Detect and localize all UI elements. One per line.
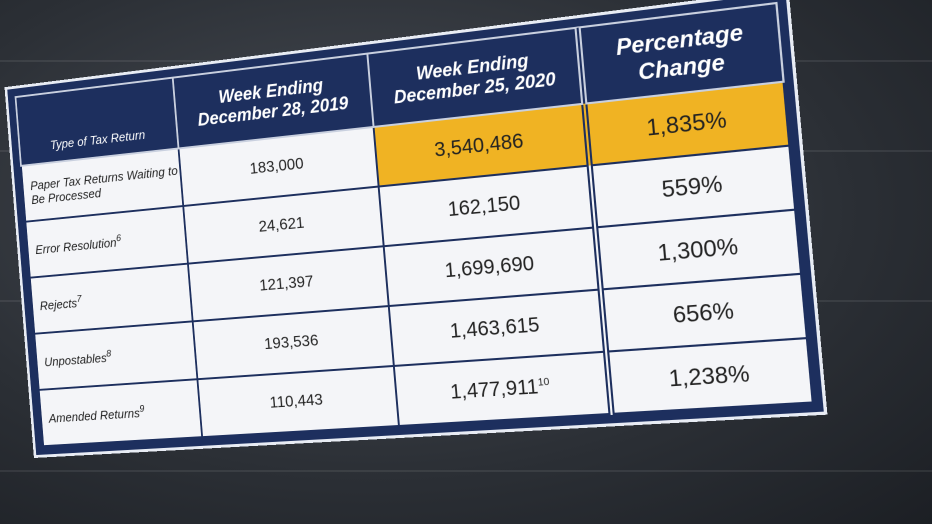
row-label: Error Resolution — [34, 234, 117, 257]
value-2020: 1,463,615 — [448, 313, 541, 343]
percentage-change: 1,238% — [667, 360, 751, 392]
cell-change: 1,238% — [606, 338, 813, 414]
row-label-cell: Amended Returns9 — [38, 379, 203, 447]
cell-2019: 110,443 — [197, 365, 399, 438]
cell-2020: 1,477,91110 — [393, 351, 612, 426]
value-2020: 3,540,486 — [433, 129, 525, 162]
percentage-change: 559% — [660, 170, 724, 203]
row-label: Amended Returns — [48, 405, 141, 426]
value-2019: 24,621 — [258, 214, 305, 236]
row-label: Paper Tax Returns Waiting to Be Processe… — [29, 163, 179, 207]
table-frame: Type of Tax Return Week Ending December 2… — [4, 0, 828, 458]
value-2019: 110,443 — [269, 391, 324, 412]
footnote-mark: 6 — [115, 233, 122, 245]
row-label: Unpostables — [43, 350, 108, 369]
table: Type of Tax Return Week Ending December 2… — [14, 1, 815, 448]
row-label-cell: Unpostables8 — [34, 321, 198, 390]
footnote-mark: 7 — [76, 293, 82, 305]
footnote-mark: 9 — [139, 403, 145, 415]
percentage-change: 1,835% — [645, 106, 728, 141]
row-label: Rejects — [39, 295, 78, 313]
value-2019: 121,397 — [258, 273, 315, 295]
percentage-change: 1,300% — [656, 232, 740, 266]
value-2020: 162,150 — [446, 191, 522, 221]
value-2019: 183,000 — [249, 155, 305, 178]
percentage-change: 656% — [671, 297, 735, 329]
value-2019: 193,536 — [263, 332, 320, 354]
background-line — [0, 470, 932, 472]
value-2020: 1,477,911 — [449, 375, 540, 404]
footnote-mark: 8 — [105, 348, 112, 360]
value-2020: 1,699,690 — [443, 252, 535, 282]
footnote-mark: 10 — [537, 376, 550, 389]
